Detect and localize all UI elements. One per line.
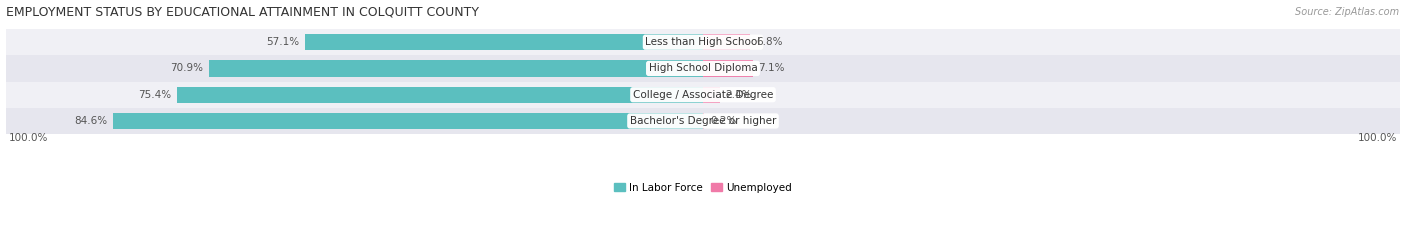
Text: 7.1%: 7.1% <box>758 63 785 73</box>
Text: 100.0%: 100.0% <box>1358 133 1398 143</box>
Text: 57.1%: 57.1% <box>266 37 299 47</box>
Text: 100.0%: 100.0% <box>8 133 48 143</box>
Bar <box>208 60 703 77</box>
Bar <box>305 34 703 50</box>
Bar <box>703 60 752 77</box>
Text: 70.9%: 70.9% <box>170 63 202 73</box>
Bar <box>6 108 1400 134</box>
Text: Less than High School: Less than High School <box>645 37 761 47</box>
Text: Source: ZipAtlas.com: Source: ZipAtlas.com <box>1295 7 1399 17</box>
Text: Bachelor's Degree or higher: Bachelor's Degree or higher <box>630 116 776 126</box>
Text: College / Associate Degree: College / Associate Degree <box>633 90 773 100</box>
Text: 0.2%: 0.2% <box>710 116 737 126</box>
Bar <box>703 34 751 50</box>
Text: 2.4%: 2.4% <box>725 90 752 100</box>
Text: 84.6%: 84.6% <box>75 116 107 126</box>
Bar <box>6 55 1400 82</box>
Text: 75.4%: 75.4% <box>138 90 172 100</box>
Bar <box>6 29 1400 55</box>
Bar <box>703 87 720 103</box>
Bar <box>6 82 1400 108</box>
Text: EMPLOYMENT STATUS BY EDUCATIONAL ATTAINMENT IN COLQUITT COUNTY: EMPLOYMENT STATUS BY EDUCATIONAL ATTAINM… <box>6 6 478 19</box>
Legend: In Labor Force, Unemployed: In Labor Force, Unemployed <box>610 179 796 197</box>
Bar <box>177 87 703 103</box>
Bar <box>112 113 703 129</box>
Text: High School Diploma: High School Diploma <box>648 63 758 73</box>
Text: 6.8%: 6.8% <box>756 37 783 47</box>
